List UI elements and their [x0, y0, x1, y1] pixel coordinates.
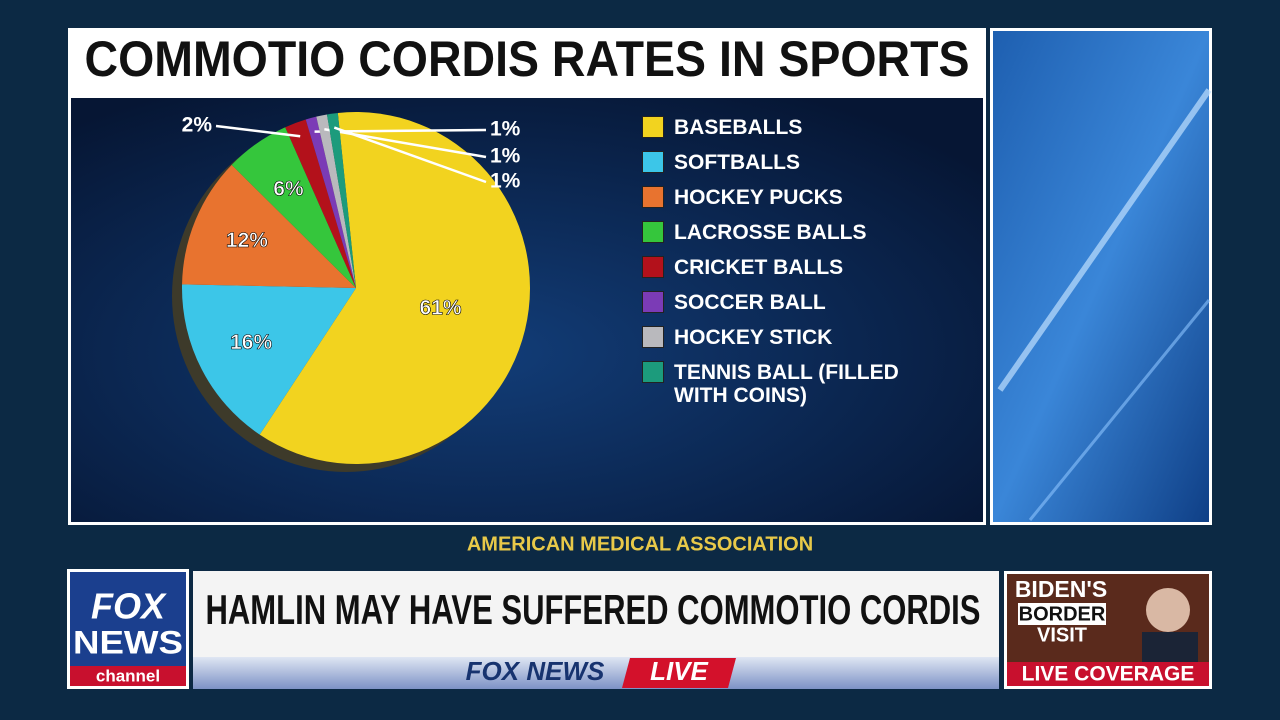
legend-label: SOCCER BALL — [674, 291, 826, 314]
legend-swatch — [642, 256, 664, 278]
slice-label: 1% — [490, 170, 521, 193]
legend-item: HOCKEY STICK — [642, 326, 902, 349]
legend-swatch — [642, 151, 664, 173]
legend-item: TENNIS BALL (FILLED WITH COINS) — [642, 361, 902, 407]
slice-label: 16% — [230, 331, 272, 354]
legend-label: BASEBALLS — [674, 116, 803, 139]
pie: 61%16%12%6%2% 1%1%1% — [172, 112, 530, 472]
legend-label: SOFTBALLS — [674, 151, 800, 174]
pie-slice — [316, 114, 356, 289]
pie-slice — [259, 112, 530, 464]
slice-label: 61% — [419, 297, 461, 320]
promo-text: BORDER — [1019, 603, 1106, 625]
legend-label: HOCKEY STICK — [674, 326, 833, 349]
pie-slice — [231, 127, 356, 288]
bug-strip — [193, 657, 999, 689]
promo-tag — [1018, 603, 1106, 625]
promo-footer: LIVE COVERAGE — [1022, 663, 1195, 686]
side-streak — [1028, 299, 1211, 521]
legend-item: HOCKEY PUCKS — [642, 186, 902, 209]
promo-portrait — [1142, 632, 1198, 662]
legend-swatch — [642, 116, 664, 138]
promo-footer-band — [1007, 662, 1209, 686]
leader-line — [215, 124, 301, 138]
slice-label: 6% — [273, 177, 304, 200]
slice-label: 12% — [226, 229, 268, 252]
legend: BASEBALLS SOFTBALLS HOCKEY PUCKS LACROSSE B… — [642, 116, 902, 419]
promo-text: BIDEN'S — [1015, 576, 1107, 602]
headline: HAMLIN MAY HAVE SUFFERED COMMOTIO CORDIS — [206, 586, 981, 633]
live-text: LIVE — [650, 656, 708, 686]
logo-box — [70, 572, 186, 666]
legend-swatch — [642, 361, 664, 383]
slice-label: 1% — [490, 118, 521, 141]
headline-band — [193, 571, 999, 657]
slice-label: 2% — [182, 114, 213, 137]
pie-slice — [182, 284, 356, 435]
live-tag — [622, 658, 736, 688]
promo-text: VISIT — [1037, 624, 1087, 646]
side-panel — [993, 31, 1209, 522]
leader-line — [333, 126, 487, 184]
legend-item: CRICKET BALLS — [642, 256, 902, 279]
legend-label: LACROSSE BALLS — [674, 221, 867, 244]
legend-swatch — [642, 186, 664, 208]
legend-label: CRICKET BALLS — [674, 256, 844, 279]
legend-item: SOCCER BALL — [642, 291, 902, 314]
pie-slice — [285, 119, 356, 288]
legend-item: BASEBALLS — [642, 116, 902, 139]
legend-swatch — [642, 291, 664, 313]
legend-swatch — [642, 326, 664, 348]
legend-label: HOCKEY PUCKS — [674, 186, 843, 209]
chart-title: COMMOTIO CORDIS RATES IN SPORTS — [85, 31, 970, 87]
legend-label: TENNIS BALL (FILLED WITH COINS) — [674, 361, 899, 407]
logo-text: NEWS — [73, 624, 183, 660]
slice-label: 1% — [490, 145, 521, 168]
source: AMERICAN MEDICAL ASSOCIATION — [467, 533, 813, 555]
pie-slice — [326, 112, 356, 289]
side-streak — [997, 88, 1212, 392]
logo-text: FOX — [91, 586, 167, 627]
bug-text: FOX NEWS — [466, 656, 605, 686]
promo-portrait — [1146, 588, 1190, 632]
pie-slice — [305, 116, 356, 288]
legend-item: LACROSSE BALLS — [642, 221, 902, 244]
pie-slice — [182, 164, 356, 288]
legend-item: SOFTBALLS — [642, 151, 902, 174]
logo-footer — [70, 666, 186, 686]
legend-swatch — [642, 221, 664, 243]
logo-text: channel — [96, 666, 160, 685]
